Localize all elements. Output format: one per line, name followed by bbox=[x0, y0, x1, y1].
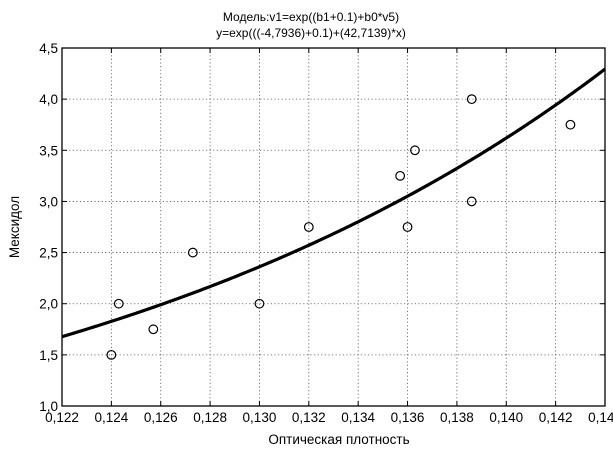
x-tick-label: 0,130 bbox=[243, 410, 277, 425]
x-tick-label: 0,132 bbox=[292, 410, 326, 425]
x-tick-label: 0,144 bbox=[588, 410, 613, 425]
fit-curve-group bbox=[61, 67, 606, 339]
grid-lines bbox=[62, 48, 605, 406]
data-point bbox=[466, 94, 477, 105]
data-point bbox=[254, 298, 265, 309]
data-point bbox=[113, 298, 124, 309]
chart-title-line-2: y=exp(((-4,7936)+0.1)+(42,7139)*x) bbox=[216, 26, 406, 40]
x-tick-label: 0,128 bbox=[193, 410, 227, 425]
y-tick-label: 1,5 bbox=[39, 348, 58, 363]
y-tick-label: 4,0 bbox=[39, 92, 58, 107]
plot-frame bbox=[61, 47, 606, 407]
y-tick-label: 4,5 bbox=[39, 41, 58, 56]
y-tick-label: 3,5 bbox=[39, 143, 58, 158]
data-point bbox=[148, 324, 159, 335]
y-tick-label: 2,0 bbox=[39, 297, 58, 312]
x-axis-label: Оптическая плотность bbox=[268, 432, 409, 447]
fit-curve bbox=[61, 67, 606, 339]
data-point bbox=[106, 349, 117, 360]
y-tick-label: 3,0 bbox=[39, 194, 58, 209]
x-tick-label: 0,124 bbox=[94, 410, 128, 425]
x-tick-label: 0,138 bbox=[440, 410, 474, 425]
x-tick-label: 0,126 bbox=[144, 410, 178, 425]
x-tick-label: 0,134 bbox=[341, 410, 375, 425]
x-tick-label: 0,136 bbox=[391, 410, 425, 425]
data-point bbox=[402, 222, 413, 232]
data-point bbox=[410, 145, 420, 156]
data-point bbox=[187, 247, 198, 258]
data-point bbox=[303, 222, 314, 232]
y-tick-label: 1,0 bbox=[39, 399, 58, 414]
x-tick-label: 0,142 bbox=[539, 410, 573, 425]
y-tick-label: 2,5 bbox=[39, 246, 58, 261]
x-tick-label: 0,122 bbox=[45, 410, 79, 425]
data-point bbox=[395, 170, 406, 181]
x-tick-label: 0,140 bbox=[489, 410, 523, 425]
data-point bbox=[565, 119, 576, 130]
chart-title-line-1: Модель:v1=exp((b1+0.1)+b0*v5) bbox=[223, 10, 399, 24]
data-point bbox=[466, 196, 477, 207]
tick-labels: 0,122 0,124 0,126 0,128 0,130 0,132 0,134 0,136… bbox=[39, 41, 613, 425]
axis-ticks bbox=[61, 47, 606, 407]
y-axis-label: Мексидол bbox=[7, 196, 22, 258]
data-points bbox=[106, 94, 576, 360]
